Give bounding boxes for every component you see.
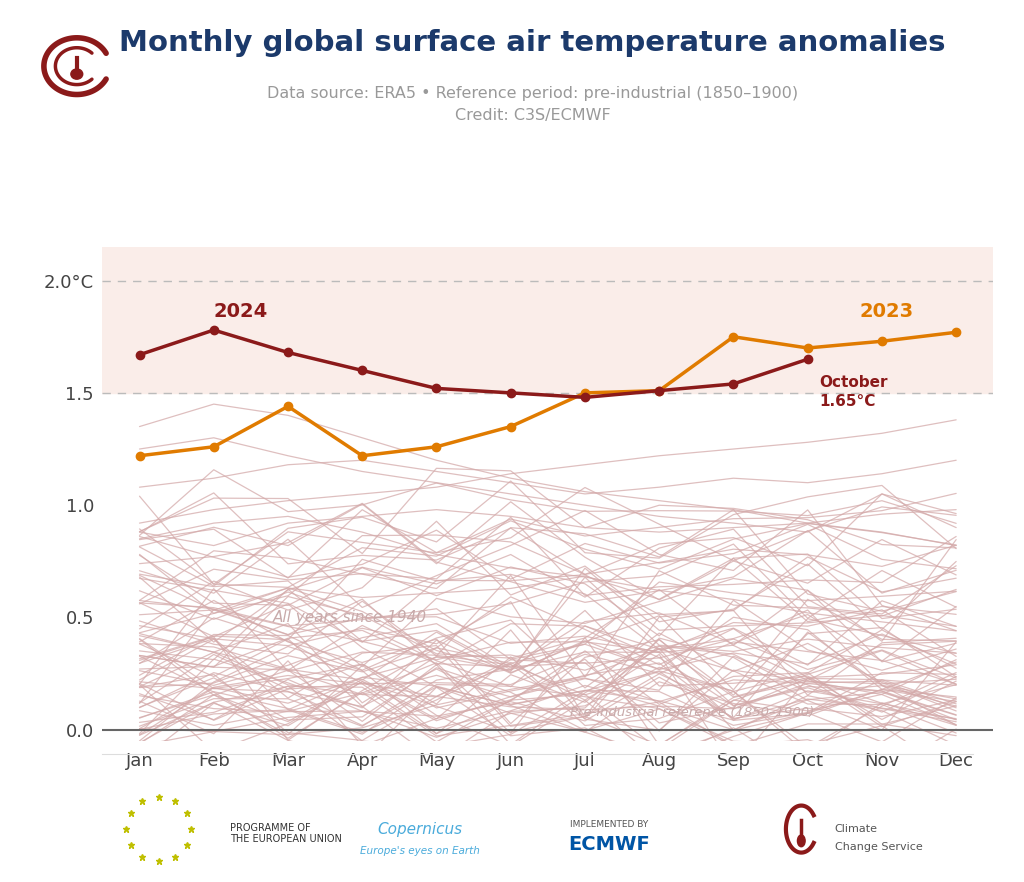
Text: Pre-industrial reference (1850–1900): Pre-industrial reference (1850–1900) xyxy=(570,706,814,719)
Text: Credit: C3S/ECMWF: Credit: C3S/ECMWF xyxy=(455,108,610,123)
Text: ECMWF: ECMWF xyxy=(568,834,650,854)
Text: Copernicus: Copernicus xyxy=(377,821,463,837)
Text: 2023: 2023 xyxy=(859,302,913,321)
Bar xyxy=(102,247,993,392)
Circle shape xyxy=(798,835,805,847)
Text: Monthly global surface air temperature anomalies: Monthly global surface air temperature a… xyxy=(119,29,946,57)
Text: Data source: ERA5 • Reference period: pre-industrial (1850–1900): Data source: ERA5 • Reference period: pr… xyxy=(267,86,798,101)
Text: Europe's eyes on Earth: Europe's eyes on Earth xyxy=(359,846,480,856)
Text: Climate: Climate xyxy=(835,824,878,834)
Text: Change Service: Change Service xyxy=(835,841,923,852)
Text: 2024: 2024 xyxy=(214,302,268,321)
Text: PROGRAMME OF
THE EUROPEAN UNION: PROGRAMME OF THE EUROPEAN UNION xyxy=(230,823,342,844)
Text: IMPLEMENTED BY: IMPLEMENTED BY xyxy=(570,820,648,829)
Circle shape xyxy=(71,69,83,79)
Text: October
1.65°C: October 1.65°C xyxy=(819,375,888,408)
Text: All years since 1940: All years since 1940 xyxy=(273,609,427,624)
